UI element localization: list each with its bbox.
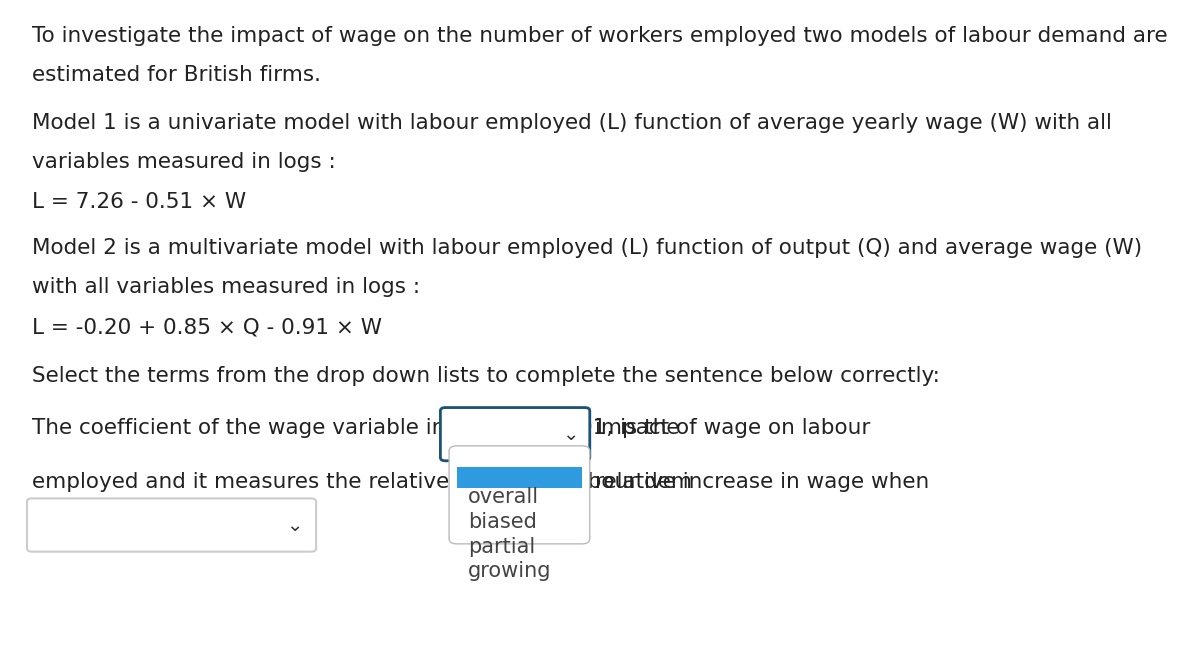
Text: relative increase in wage when: relative increase in wage when (594, 472, 929, 491)
Text: .: . (452, 516, 460, 535)
Text: The coefficient of the wage variable in Model 2, -0.91, is the: The coefficient of the wage variable in … (32, 419, 679, 438)
Text: Select the terms from the drop down lists to complete the sentence below correct: Select the terms from the drop down list… (32, 367, 940, 386)
Text: Model 2 is a multivariate model with labour employed (L) function of output (Q) : Model 2 is a multivariate model with lab… (32, 238, 1142, 258)
Text: overall: overall (468, 487, 540, 507)
Text: L = 7.26 - 0.51 × W: L = 7.26 - 0.51 × W (32, 193, 246, 212)
Text: growing: growing (468, 561, 552, 581)
FancyBboxPatch shape (449, 446, 589, 544)
Text: impact of wage on labour: impact of wage on labour (594, 419, 870, 438)
FancyBboxPatch shape (440, 408, 589, 461)
Text: Model 1 is a univariate model with labour employed (L) function of average yearl: Model 1 is a univariate model with labou… (32, 114, 1111, 133)
Text: L = -0.20 + 0.85 × Q - 0.91 × W: L = -0.20 + 0.85 × Q - 0.91 × W (32, 318, 382, 337)
Text: ⌄: ⌄ (563, 424, 578, 444)
FancyBboxPatch shape (457, 467, 582, 488)
Text: variables measured in logs :: variables measured in logs : (32, 153, 336, 172)
FancyBboxPatch shape (26, 498, 316, 552)
Text: ⌄: ⌄ (286, 516, 302, 535)
Text: To investigate the impact of wage on the number of workers employed two models o: To investigate the impact of wage on the… (32, 26, 1168, 45)
Text: with all variables measured in logs :: with all variables measured in logs : (32, 277, 420, 297)
Text: biased: biased (468, 513, 538, 532)
Text: estimated for British firms.: estimated for British firms. (32, 65, 320, 84)
Text: partial: partial (468, 537, 535, 557)
Text: employed and it measures the relative change in labour dem: employed and it measures the relative ch… (32, 472, 692, 491)
